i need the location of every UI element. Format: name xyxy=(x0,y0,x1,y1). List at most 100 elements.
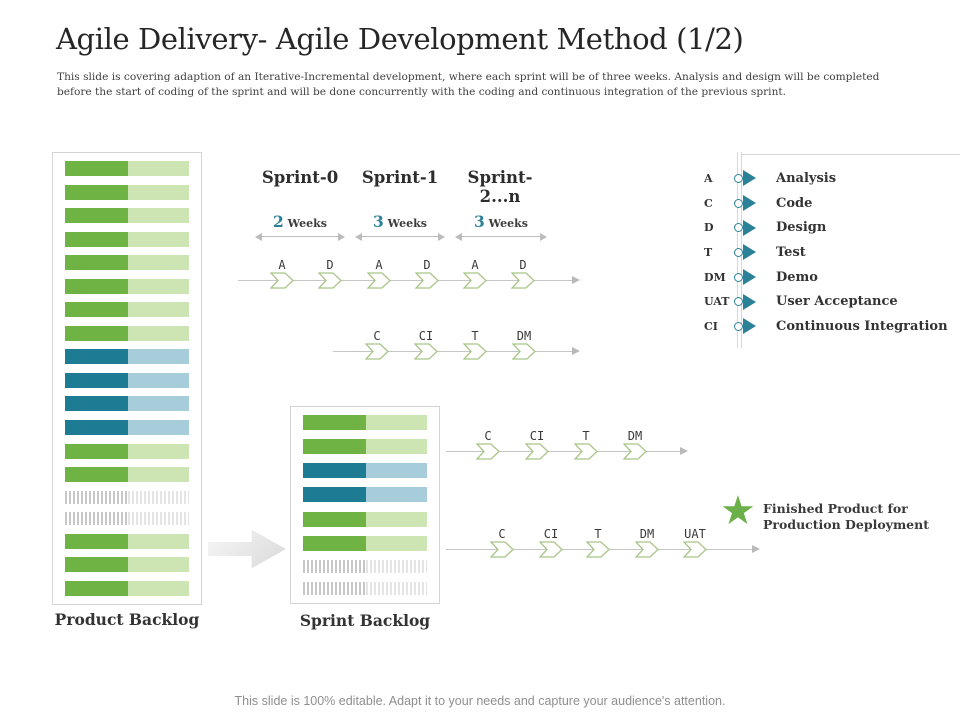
bar-segment-light xyxy=(128,302,189,318)
process-step-label: CI xyxy=(543,527,559,541)
bar-segment-dark xyxy=(303,535,367,551)
bar-segment-dark xyxy=(65,396,129,412)
arrowhead-left-icon xyxy=(355,232,362,241)
arrow-line xyxy=(461,236,541,237)
bar-segment-light xyxy=(128,255,189,271)
play-icon xyxy=(743,269,756,286)
bar-segment-light xyxy=(128,349,189,365)
timeline-sprint-cycle: C CI T DM xyxy=(0,429,960,465)
bar-segment-light xyxy=(366,559,427,573)
process-step-label: CI xyxy=(418,329,434,343)
play-icon xyxy=(743,318,756,335)
legend-marker-icon xyxy=(734,219,776,236)
timeline-line xyxy=(446,451,680,452)
legend-abbr: T xyxy=(704,245,713,259)
chevron-right-icon xyxy=(490,541,514,558)
process-step-label: DM xyxy=(516,329,532,343)
double-arrow-icon xyxy=(255,232,345,241)
legend-row: CI Continuous Integration xyxy=(704,314,948,339)
process-step: DM xyxy=(624,527,670,558)
bar-segment-dark xyxy=(65,557,129,573)
backlog-item-bar xyxy=(65,325,189,341)
double-arrow-icon xyxy=(355,232,445,241)
legend-border-line xyxy=(741,154,960,155)
process-step: CI xyxy=(528,527,574,558)
arrow-line xyxy=(361,236,439,237)
bar-segment-dark xyxy=(65,161,129,176)
chevron-right-icon xyxy=(463,272,487,289)
legend-marker-icon xyxy=(734,293,776,310)
backlog-item-bar xyxy=(303,439,427,455)
bar-segment-dark xyxy=(65,580,129,596)
bar-segment-light xyxy=(366,535,427,551)
bar-segment-light xyxy=(128,372,189,388)
backlog-item-bar xyxy=(303,487,427,503)
duration-label: 3 Weeks xyxy=(455,212,547,231)
sprint-1-duration: 3 Weeks xyxy=(355,212,445,241)
double-arrow-icon xyxy=(455,232,547,241)
chevron-right-icon xyxy=(463,343,487,360)
bar-segment-light xyxy=(128,420,189,436)
process-step: D xyxy=(500,258,546,289)
backlog-item-bar xyxy=(65,302,189,318)
bar-segment-light xyxy=(128,580,189,596)
backlog-item-bar xyxy=(65,372,189,388)
bar-segment-light xyxy=(128,231,189,247)
chevron-right-icon xyxy=(512,343,536,360)
legend-marker-icon xyxy=(734,170,776,187)
bar-segment-dark xyxy=(65,443,129,459)
bar-segment-dark xyxy=(303,439,367,455)
backlog-item-bar xyxy=(65,184,189,200)
finished-product-line1: Finished Product for xyxy=(763,501,908,516)
backlog-item-bar-hatched xyxy=(65,490,189,504)
sprint-0-duration: 2 Weeks xyxy=(255,212,345,241)
bar-segment-light xyxy=(128,278,189,294)
legend-abbr: CI xyxy=(704,319,718,333)
finished-product-line2: Production Deployment xyxy=(763,517,929,532)
chevron-right-icon xyxy=(586,541,610,558)
play-icon xyxy=(743,244,756,261)
bar-segment-dark xyxy=(65,349,129,365)
bar-segment-dark xyxy=(65,490,129,504)
duration-value: 3 xyxy=(373,212,384,231)
circle-icon xyxy=(734,321,743,331)
backlog-item-bar xyxy=(303,415,427,430)
bar-segment-dark xyxy=(303,511,367,527)
legend-marker-icon xyxy=(734,195,776,212)
bar-segment-light xyxy=(366,439,427,455)
timeline-line xyxy=(333,351,572,352)
backlog-item-bar xyxy=(303,535,427,551)
process-step: DM xyxy=(501,329,547,360)
play-icon xyxy=(743,170,756,187)
bar-segment-dark xyxy=(65,467,129,483)
arrowhead-right-icon xyxy=(338,232,345,241)
process-step: D xyxy=(404,258,450,289)
backlog-item-bar xyxy=(65,396,189,412)
backlog-item-bar-hatched xyxy=(65,512,189,526)
process-step-label: C xyxy=(373,329,381,343)
bar-segment-dark xyxy=(303,487,367,503)
process-step: A xyxy=(452,258,498,289)
sprint-backlog-box xyxy=(290,406,440,604)
product-backlog-box xyxy=(52,152,202,605)
arrowhead-right-icon xyxy=(572,347,580,355)
chevron-right-icon xyxy=(318,272,342,289)
backlog-item-bar xyxy=(65,349,189,365)
arrowhead-right-icon xyxy=(540,232,547,241)
chevron-right-icon xyxy=(683,541,707,558)
sprint-2n-title: Sprint-2...n xyxy=(467,168,533,206)
backlog-item-bar xyxy=(65,580,189,596)
process-step: A xyxy=(259,258,305,289)
bar-segment-light xyxy=(128,161,189,176)
backlog-item-bar xyxy=(65,557,189,573)
sprint-2n-duration: 3 Weeks xyxy=(455,212,547,241)
chevron-right-icon xyxy=(635,541,659,558)
backlog-item-bar xyxy=(303,463,427,479)
legend-abbr: DM xyxy=(704,270,726,284)
duration-unit: Weeks xyxy=(488,217,528,230)
process-step: D xyxy=(307,258,353,289)
legend-term: Continuous Integration xyxy=(776,318,948,334)
legend-row: T Test xyxy=(704,240,948,265)
timeline-code-integration: C CI T DM xyxy=(0,329,960,365)
legend-abbr: A xyxy=(704,171,713,185)
